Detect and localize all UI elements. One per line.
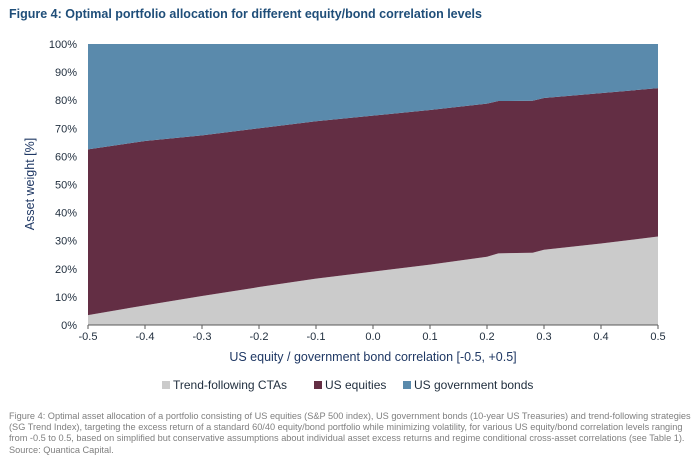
y-tick-label: 50% (55, 180, 77, 192)
area-series-2 (88, 44, 658, 150)
figure-title: Figure 4: Optimal portfolio allocation f… (9, 7, 482, 21)
legend-swatch (403, 381, 411, 389)
legend-swatch (162, 381, 170, 389)
x-tick-label: 0.4 (593, 331, 608, 343)
x-tick-label: -0.3 (193, 331, 212, 343)
x-tick-label: 0.3 (536, 331, 551, 343)
area-layer (88, 44, 658, 325)
y-tick-label: 100% (49, 39, 77, 51)
y-tick-label: 90% (55, 67, 77, 79)
y-tick-label: 80% (55, 95, 77, 107)
y-tick-label: 70% (55, 123, 77, 135)
y-tick-label: 60% (55, 151, 77, 163)
stacked-area-chart: 0%10%20%30%40%50%60%70%80%90%100% -0.5 -0… (23, 39, 666, 392)
y-tick-label: 10% (55, 292, 77, 304)
area-series-1 (88, 88, 658, 316)
x-tick-label: -0.4 (136, 331, 155, 343)
x-tick-label: 0.2 (479, 331, 494, 343)
x-tick-label: 0.0 (365, 331, 380, 343)
x-tick-label: -0.2 (250, 331, 269, 343)
x-tick-label: 0.1 (422, 331, 437, 343)
figure-caption: Figure 4: Optimal asset allocation of a … (9, 411, 691, 455)
y-tick-label: 40% (55, 208, 77, 220)
area-series-0 (88, 236, 658, 325)
y-axis-label: Asset weight [%] (23, 138, 37, 230)
x-tick-label: -0.5 (79, 331, 98, 343)
x-axis-label: US equity / government bond correlation … (229, 350, 516, 364)
y-tick-label: 20% (55, 264, 77, 276)
legend-label: US equities (325, 378, 386, 392)
x-tick-label: -0.1 (307, 331, 326, 343)
legend-label: US government bonds (414, 378, 533, 392)
x-axis-ticks: -0.5 -0.4 -0.3 -0.2 -0.1 0.0 0.1 0.2 0.3 0.4 0.5 (79, 325, 666, 343)
y-tick-label: 30% (55, 236, 77, 248)
x-tick-label: 0.5 (650, 331, 665, 343)
legend: Trend-following CTAs US equities US govern… (162, 378, 533, 392)
y-axis-ticks: 0% 10% 20% 30% 40% 50% 60% 70% 80% 90% 100% (49, 39, 77, 332)
legend-label: Trend-following CTAs (173, 378, 287, 392)
y-tick-label: 0% (61, 320, 77, 332)
legend-swatch (314, 381, 322, 389)
